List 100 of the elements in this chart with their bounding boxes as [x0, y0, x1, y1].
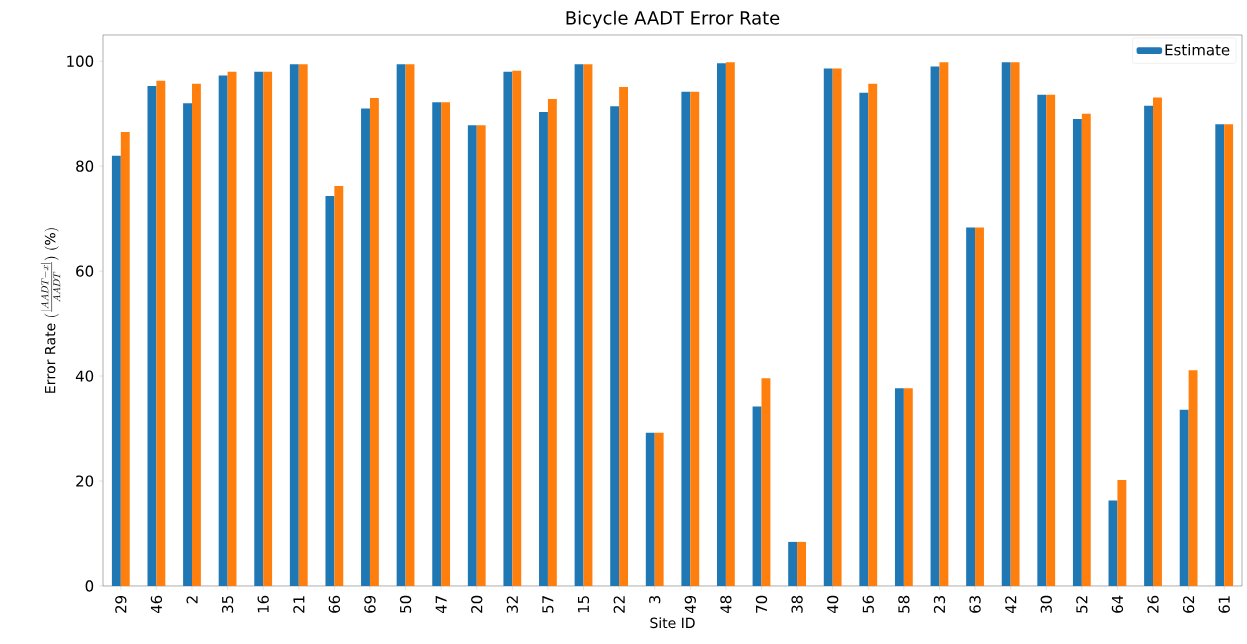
- x-tick-label: 29: [115, 595, 127, 613]
- bar: [191, 83, 201, 586]
- bar: [369, 97, 379, 586]
- x-tick-label: 58: [898, 595, 910, 613]
- bar: [1081, 113, 1091, 586]
- bar: [1001, 62, 1011, 586]
- bar: [788, 541, 798, 586]
- bar: [263, 71, 273, 586]
- bar: [1224, 124, 1234, 586]
- bar: [539, 112, 548, 586]
- bar: [752, 406, 762, 586]
- x-tick-label: 49: [684, 595, 696, 614]
- bar: [681, 91, 691, 586]
- x-tick-label: 64: [1111, 595, 1124, 613]
- y-tick-label: 0: [85, 580, 94, 592]
- bar: [467, 125, 477, 586]
- x-tick-label: 48: [720, 595, 732, 614]
- bar: [797, 541, 806, 586]
- x-tick-label: 30: [1040, 595, 1052, 613]
- bar: [325, 196, 335, 586]
- x-tick-label: 66: [328, 595, 341, 613]
- x-tick-label: 40: [827, 595, 839, 614]
- bar: [512, 70, 522, 586]
- bar: [619, 86, 629, 586]
- bar: [111, 155, 121, 586]
- bar: [930, 66, 940, 586]
- bar: [432, 102, 442, 586]
- bar: [476, 125, 486, 586]
- bar: [939, 62, 949, 586]
- bar: [1108, 500, 1118, 586]
- bar: [298, 64, 308, 586]
- bar: [289, 64, 299, 586]
- bar: [334, 186, 344, 586]
- x-tick-label: 52: [1076, 596, 1088, 613]
- x-tick-label: 23: [933, 596, 946, 613]
- bar: [690, 91, 700, 586]
- bar: [975, 227, 984, 586]
- bar: [1072, 118, 1082, 586]
- bar: [441, 102, 451, 586]
- x-tick-label: 70: [755, 595, 768, 613]
- bar: [610, 106, 620, 586]
- x-tick-label: 38: [791, 595, 803, 613]
- bar: [1117, 479, 1127, 586]
- x-tick-label: 46: [150, 595, 163, 614]
- bar: [894, 388, 904, 586]
- bar: [725, 62, 735, 586]
- y-tick-label: 40: [75, 370, 94, 382]
- x-tick-label: 16: [257, 595, 269, 613]
- x-tick-label: 35: [221, 596, 234, 613]
- bar: [761, 378, 771, 586]
- y-axis-title: $\mathrm{Error\ Rate\ }(\frac{|AADT-x|}{AADT})\mathrm{\ (\%)}$: [40, 228, 61, 393]
- x-tick-label: 15: [577, 596, 590, 613]
- bar: [120, 132, 130, 586]
- x-tick-label: 63: [969, 596, 981, 613]
- x-tick-label: 32: [506, 596, 518, 613]
- bar: [1010, 62, 1020, 586]
- bar: [218, 75, 228, 586]
- y-tick-label: 60: [76, 265, 94, 277]
- x-tick-label: 56: [862, 595, 874, 613]
- bar: [1037, 94, 1047, 586]
- bar: [645, 432, 655, 586]
- bar: [183, 103, 192, 586]
- y-tick-label: 20: [76, 475, 94, 487]
- bar: [903, 388, 913, 586]
- bar: [254, 71, 264, 586]
- x-tick-label: 47: [435, 596, 447, 614]
- x-tick-label: 69: [364, 595, 376, 613]
- x-tick-label: 62: [1182, 596, 1195, 613]
- bar: [503, 71, 513, 586]
- bar: [823, 68, 833, 586]
- bar: [1046, 94, 1056, 586]
- bar: [547, 99, 557, 586]
- bar: [832, 68, 842, 586]
- bar: [574, 64, 584, 586]
- legend-label: Estimate: [1165, 43, 1230, 56]
- bar: [156, 80, 166, 586]
- bar: [1215, 124, 1225, 586]
- x-tick-label: 21: [293, 596, 305, 613]
- x-tick-label: 26: [1147, 595, 1159, 613]
- bar: [654, 432, 664, 586]
- bar: [396, 64, 406, 586]
- y-tick-label: 100: [67, 55, 94, 67]
- x-tick-label: 20: [471, 595, 483, 613]
- bar: [227, 71, 237, 586]
- bar: [868, 83, 878, 586]
- x-tick-label: 57: [542, 596, 554, 613]
- bar: [1179, 409, 1189, 586]
- x-tick-label: 42: [1005, 596, 1017, 614]
- x-tick-label: 3: [649, 596, 661, 604]
- bar: [147, 85, 157, 586]
- y-tick-label: 80: [76, 160, 94, 172]
- bar: [361, 108, 370, 586]
- bar: [717, 63, 726, 586]
- x-tick-label: 22: [613, 596, 625, 613]
- x-tick-label: 2: [186, 596, 198, 604]
- bar: [1153, 97, 1162, 586]
- bar: [405, 64, 415, 586]
- bar: [1188, 370, 1198, 586]
- x-axis-title: Site ID: [650, 617, 695, 629]
- bar: [583, 64, 593, 586]
